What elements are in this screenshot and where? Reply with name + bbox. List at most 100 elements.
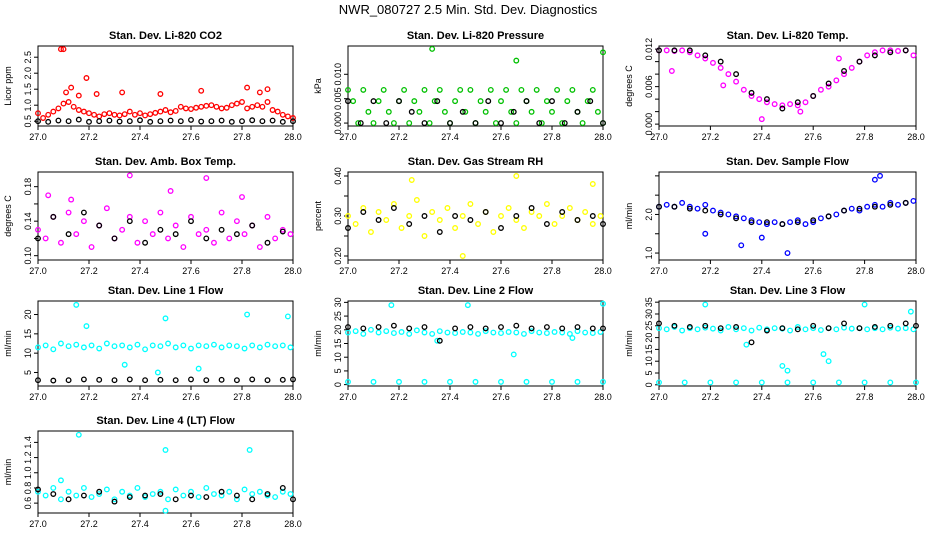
data-point <box>142 218 149 225</box>
data-point <box>259 103 266 110</box>
data-point <box>390 330 397 337</box>
y-axis-label: ml/min <box>3 459 13 486</box>
data-point <box>70 103 77 110</box>
data-point <box>208 102 215 109</box>
data-point <box>45 118 52 125</box>
data-point <box>543 201 550 207</box>
y-tick-label: 1.0 <box>23 467 33 480</box>
data-point <box>345 378 351 385</box>
data-point <box>375 329 382 336</box>
data-point <box>42 492 49 499</box>
data-point <box>549 108 555 115</box>
data-point <box>475 221 481 227</box>
data-point <box>758 234 765 241</box>
y-tick-label: 0.6 <box>23 497 33 510</box>
data-point <box>725 211 732 218</box>
data-point <box>177 118 184 125</box>
data-point <box>457 86 464 93</box>
data-point <box>126 118 133 125</box>
data-point <box>50 484 57 491</box>
data-point <box>198 87 205 94</box>
data-point <box>60 46 67 53</box>
data-point <box>472 378 479 385</box>
y-tick-label: 0.18 <box>23 178 33 196</box>
data-point <box>758 116 765 123</box>
x-tick-label: 28.0 <box>907 392 925 402</box>
data-point <box>203 377 210 384</box>
data-point <box>513 120 520 127</box>
y-tick-label: 1.0 <box>644 247 654 260</box>
data-point <box>88 244 95 251</box>
data-point <box>35 110 41 117</box>
data-point <box>513 173 520 179</box>
data-point <box>210 239 217 246</box>
data-point <box>679 327 686 334</box>
data-point <box>65 209 72 216</box>
data-point <box>902 199 909 206</box>
panel-6: Stan. Dev. Sample Flow 27.0 27.2 27.4 27.6 27… <box>624 156 925 276</box>
data-point <box>96 491 103 497</box>
data-point <box>272 343 279 350</box>
data-point <box>157 491 164 497</box>
data-point <box>498 213 504 219</box>
x-tick-label: 27.6 <box>492 266 510 276</box>
data-point <box>290 376 296 383</box>
x-tick-label: 27.4 <box>441 392 459 402</box>
data-point <box>879 47 886 54</box>
data-point <box>543 98 550 105</box>
data-point <box>802 326 809 333</box>
data-point <box>702 201 709 208</box>
data-point <box>686 324 693 330</box>
data-point <box>375 98 382 105</box>
x-tick-label: 28.0 <box>594 266 612 276</box>
data-point <box>388 302 395 309</box>
x-tick-label: 27.0 <box>339 266 357 276</box>
panel-title: Stan. Dev. Li-820 CO2 <box>109 30 222 42</box>
data-point <box>126 494 133 501</box>
data-point <box>510 351 517 358</box>
data-point <box>436 337 443 344</box>
y-tick-label: 0.5 <box>23 115 33 128</box>
data-point <box>513 322 520 329</box>
data-point <box>180 492 187 499</box>
y-tick-label: 2.0 <box>644 208 654 221</box>
data-point <box>505 329 512 335</box>
data-point <box>383 328 390 335</box>
data-point <box>536 120 543 127</box>
data-point <box>871 176 878 183</box>
data-point <box>810 325 817 332</box>
data-point <box>589 213 596 219</box>
data-point <box>193 104 200 111</box>
data-point <box>559 325 566 332</box>
data-point <box>256 488 263 495</box>
data-point <box>710 325 716 332</box>
data-point <box>96 488 103 495</box>
data-point <box>549 98 555 105</box>
data-point <box>119 226 126 233</box>
y-tick-label: 20 <box>644 333 654 343</box>
data-point <box>523 98 530 105</box>
data-point <box>482 325 489 332</box>
data-point <box>188 116 194 123</box>
data-point <box>256 89 263 96</box>
data-point <box>656 203 662 210</box>
data-point <box>111 496 118 503</box>
data-point <box>408 177 415 183</box>
x-tick-label: 27.8 <box>856 132 874 142</box>
data-point <box>396 98 402 105</box>
data-point <box>702 55 709 62</box>
data-point <box>256 244 263 251</box>
data-point <box>694 205 701 212</box>
data-point <box>218 209 225 216</box>
plot-frame <box>347 45 604 127</box>
data-point <box>406 325 413 332</box>
data-point <box>246 447 253 453</box>
data-point <box>210 341 217 348</box>
data-point <box>594 108 601 115</box>
data-point <box>157 376 164 383</box>
panel-title: Stan. Dev. Li-820 Pressure <box>407 30 544 42</box>
data-point <box>264 86 271 93</box>
data-point <box>75 107 82 113</box>
data-point <box>763 219 770 226</box>
data-point <box>73 341 80 348</box>
